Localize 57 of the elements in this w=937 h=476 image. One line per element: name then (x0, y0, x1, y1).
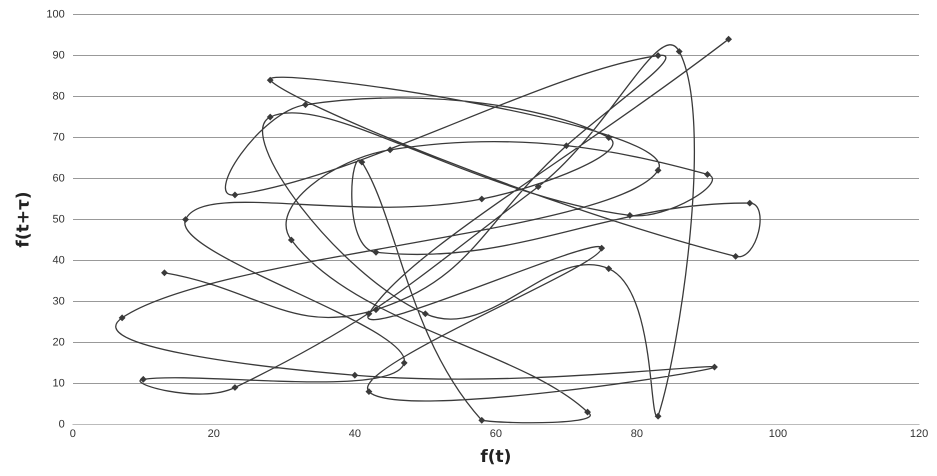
y-tick-label: 80 (52, 90, 65, 103)
point (366, 388, 372, 395)
x-tick-label: 60 (490, 428, 502, 440)
y-tick-label: 0 (58, 418, 65, 430)
point (711, 364, 718, 370)
point (732, 253, 739, 260)
point (161, 270, 168, 276)
point (478, 196, 485, 202)
point (140, 376, 146, 382)
point (232, 384, 238, 391)
point (422, 310, 429, 317)
point (232, 192, 238, 198)
point (606, 134, 612, 141)
y-tick-label: 20 (52, 336, 65, 348)
y-tick-label: 50 (52, 214, 65, 226)
point (267, 114, 274, 120)
x-tick-label: 20 (208, 428, 220, 440)
point (401, 360, 408, 366)
point (366, 310, 372, 317)
point (372, 249, 380, 256)
point (676, 48, 682, 55)
point (372, 306, 380, 313)
point (584, 408, 591, 416)
y-tick-label: 70 (52, 132, 65, 144)
point (386, 146, 394, 153)
x-tick-label: 80 (630, 428, 644, 440)
point (288, 236, 295, 244)
point (267, 77, 274, 84)
point (563, 142, 570, 149)
point (654, 167, 662, 174)
point (606, 266, 612, 272)
y-tick-label: 30 (52, 295, 65, 308)
point (626, 212, 634, 219)
point (654, 413, 662, 420)
y-tick-label: 60 (52, 172, 65, 185)
point (725, 36, 732, 42)
point (358, 158, 366, 166)
point (704, 171, 711, 178)
x-tick-label: 0 (70, 428, 76, 440)
point (535, 184, 542, 190)
x-tick-label: 100 (768, 428, 788, 440)
y-tick-label: 40 (52, 254, 65, 267)
point (478, 417, 485, 424)
point (302, 102, 309, 108)
point (118, 314, 126, 321)
y-tick-label: 10 (52, 377, 65, 390)
point (598, 245, 605, 252)
y-axis-title: f(t+τ) (14, 191, 34, 248)
point (352, 372, 358, 378)
point (654, 52, 662, 59)
x-tick-label: 40 (348, 428, 361, 440)
x-axis-title: f(t) (480, 447, 512, 468)
point (746, 200, 753, 206)
y-tick-label: 100 (46, 8, 65, 21)
y-tick-label: 90 (52, 50, 65, 62)
point (182, 216, 189, 223)
x-tick-label: 120 (910, 428, 928, 440)
